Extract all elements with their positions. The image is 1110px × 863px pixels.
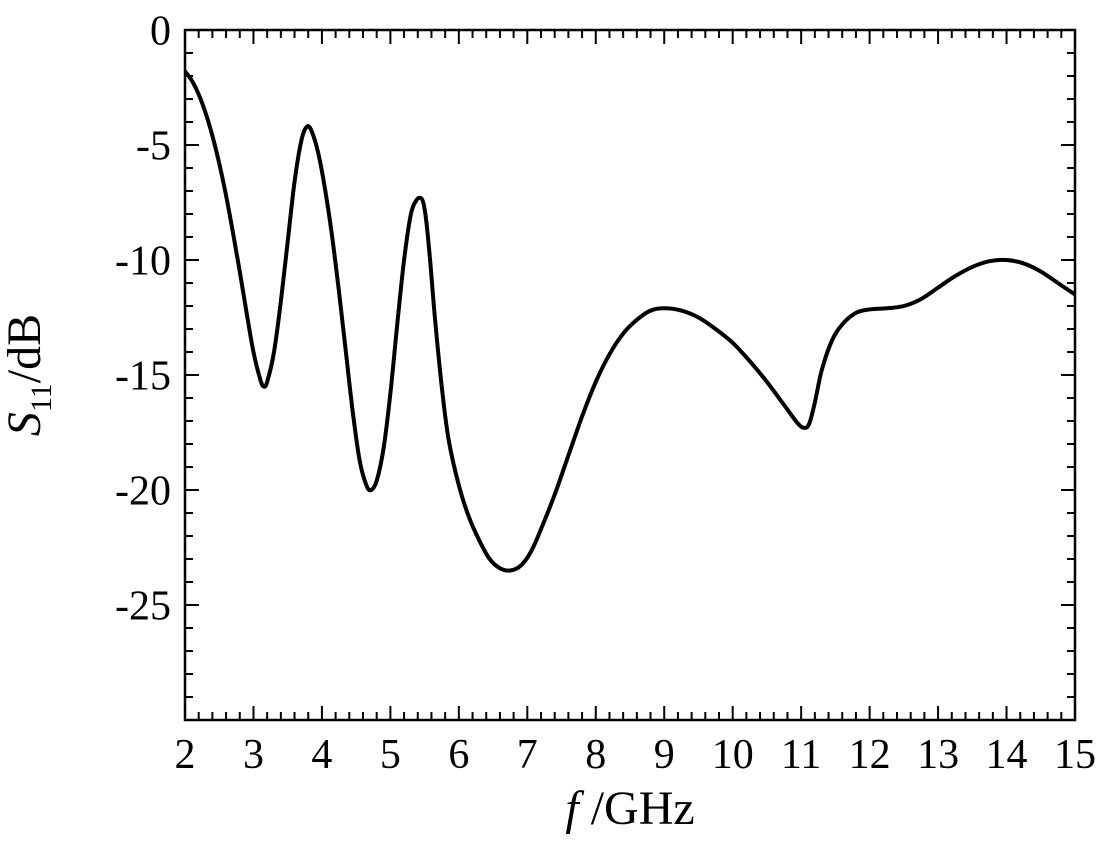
x-axis-label: f /GHz [565, 782, 694, 835]
y-tick-label: 0 [150, 9, 171, 55]
y-tick-label: -10 [115, 239, 171, 285]
x-tick-label: 11 [781, 732, 821, 778]
x-tick-label: 12 [849, 732, 891, 778]
x-tick-label: 3 [243, 732, 264, 778]
y-tick-label: -25 [115, 584, 171, 630]
x-tick-label: 7 [517, 732, 538, 778]
y-tick-label: -5 [136, 124, 171, 170]
x-tick-label: 4 [311, 732, 332, 778]
x-tick-label: 14 [986, 732, 1028, 778]
s11-chart: 2 3 4 5 6 7 8 9 10 11 12 13 14 15 0 -5 -10 -15 -20 -25 f /GH… [0, 0, 1110, 863]
x-tick-label: 9 [654, 732, 675, 778]
x-tick-label: 10 [712, 732, 754, 778]
x-tick-label: 13 [917, 732, 959, 778]
y-tick-label: -20 [115, 469, 171, 515]
x-tick-label: 15 [1054, 732, 1096, 778]
y-tick-label: -15 [115, 354, 171, 400]
x-tick-label: 8 [585, 732, 606, 778]
x-tick-label: 2 [175, 732, 196, 778]
x-tick-label: 6 [448, 732, 469, 778]
y-axis-label: S11/dB [0, 314, 58, 436]
chart-svg: 2 3 4 5 6 7 8 9 10 11 12 13 14 15 0 -5 -10 -15 -20 -25 f /GH… [0, 0, 1110, 863]
x-tick-label: 5 [380, 732, 401, 778]
